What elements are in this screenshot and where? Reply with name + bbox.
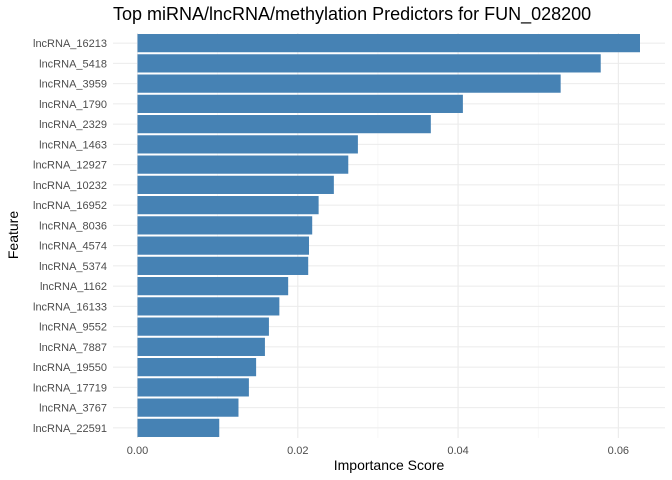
x-tick-label: 0.06: [608, 445, 629, 457]
y-tick-label: lncRNA_10232: [33, 180, 107, 192]
bars: [137, 34, 640, 437]
grid: [113, 33, 665, 438]
x-tick-label: 0.04: [447, 445, 468, 457]
x-tick-label: 0.02: [287, 445, 308, 457]
x-tick-labels: 0.00 0.02 0.04 0.06: [127, 445, 629, 457]
bar: [137, 115, 431, 134]
y-tick-label: lncRNA_1790: [39, 99, 107, 111]
y-tick-label: lncRNA_3959: [39, 79, 107, 91]
bar: [137, 175, 334, 194]
y-tick-label: lncRNA_9552: [39, 322, 107, 334]
y-tick-label: lncRNA_4574: [39, 241, 107, 253]
y-tick-label: lncRNA_3767: [39, 403, 107, 415]
y-tick-label: lncRNA_16213: [33, 38, 107, 50]
bar: [137, 54, 601, 73]
y-axis-title: Feature: [5, 211, 21, 259]
y-tick-label: lncRNA_1162: [40, 281, 107, 293]
bar: [137, 94, 463, 113]
y-tick-label: lncRNA_5374: [39, 261, 107, 273]
y-tick-label: lncRNA_7887: [39, 342, 107, 354]
y-tick-label: lncRNA_1463: [39, 139, 107, 151]
bar: [137, 378, 249, 397]
x-tick-label: 0.00: [127, 445, 148, 457]
y-tick-label: lncRNA_5418: [39, 58, 107, 70]
bar: [137, 317, 269, 336]
bar: [137, 277, 289, 296]
bar: [137, 34, 640, 53]
bar: [137, 74, 561, 93]
bar: [137, 256, 309, 275]
chart-title: Top miRNA/lncRNA/methylation Predictors …: [113, 4, 591, 25]
y-tick-label: lncRNA_8036: [39, 220, 107, 232]
y-tick-label: lncRNA_19550: [33, 362, 107, 374]
x-axis-title: Importance Score: [334, 457, 445, 473]
y-tick-label: lncRNA_2329: [39, 119, 107, 131]
bar: [137, 358, 257, 377]
y-tick-label: lncRNA_16133: [33, 301, 107, 313]
y-tick-label: lncRNA_12927: [33, 160, 107, 172]
bar: [137, 418, 220, 437]
bar: [137, 196, 319, 215]
bar: [137, 236, 310, 255]
y-tick-label: lncRNA_22591: [33, 423, 107, 435]
bar: [137, 398, 239, 417]
bar: [137, 297, 280, 316]
bar: [137, 155, 349, 174]
bar: [137, 337, 265, 356]
bar: [137, 135, 358, 154]
y-tick-labels: lncRNA_16213 lncRNA_5418 lncRNA_3959 lncRNA…: [33, 38, 107, 435]
bar: [137, 216, 313, 235]
y-tick-label: lncRNA_16952: [33, 200, 107, 212]
y-tick-label: lncRNA_17719: [33, 382, 107, 394]
